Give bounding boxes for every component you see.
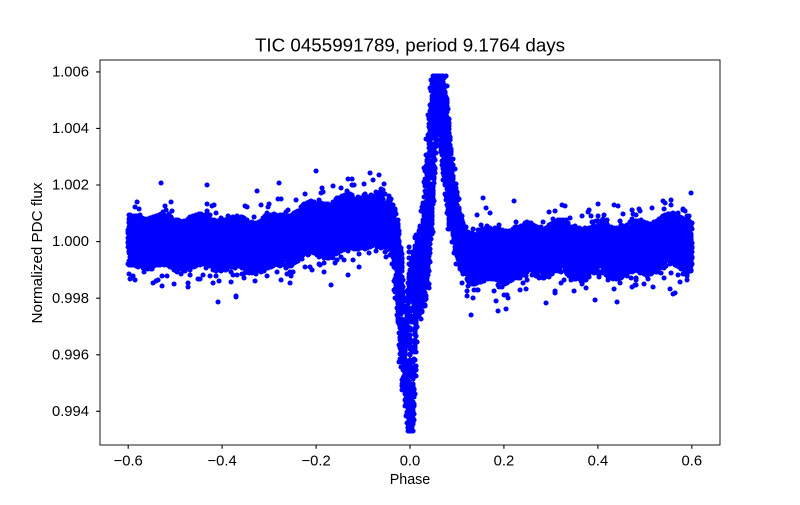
svg-text:0.4: 0.4 bbox=[588, 454, 609, 470]
svg-text:1.004: 1.004 bbox=[52, 121, 89, 137]
svg-text:−0.6: −0.6 bbox=[114, 454, 143, 470]
svg-text:0.2: 0.2 bbox=[494, 454, 515, 470]
svg-text:0.994: 0.994 bbox=[52, 404, 89, 420]
svg-text:−0.4: −0.4 bbox=[207, 454, 236, 470]
svg-text:0.0: 0.0 bbox=[400, 454, 421, 470]
svg-text:Normalized PDC flux: Normalized PDC flux bbox=[29, 182, 46, 323]
svg-text:Phase: Phase bbox=[390, 472, 431, 488]
svg-text:0.6: 0.6 bbox=[682, 454, 703, 470]
svg-text:1.006: 1.006 bbox=[52, 65, 89, 81]
svg-text:−0.2: −0.2 bbox=[301, 454, 330, 470]
svg-text:TIC 0455991789, period 9.1764: TIC 0455991789, period 9.1764 days bbox=[255, 35, 565, 56]
svg-text:1.002: 1.002 bbox=[52, 178, 89, 194]
svg-text:0.996: 0.996 bbox=[52, 347, 89, 363]
svg-text:1.000: 1.000 bbox=[52, 234, 89, 250]
svg-text:0.998: 0.998 bbox=[52, 291, 89, 307]
